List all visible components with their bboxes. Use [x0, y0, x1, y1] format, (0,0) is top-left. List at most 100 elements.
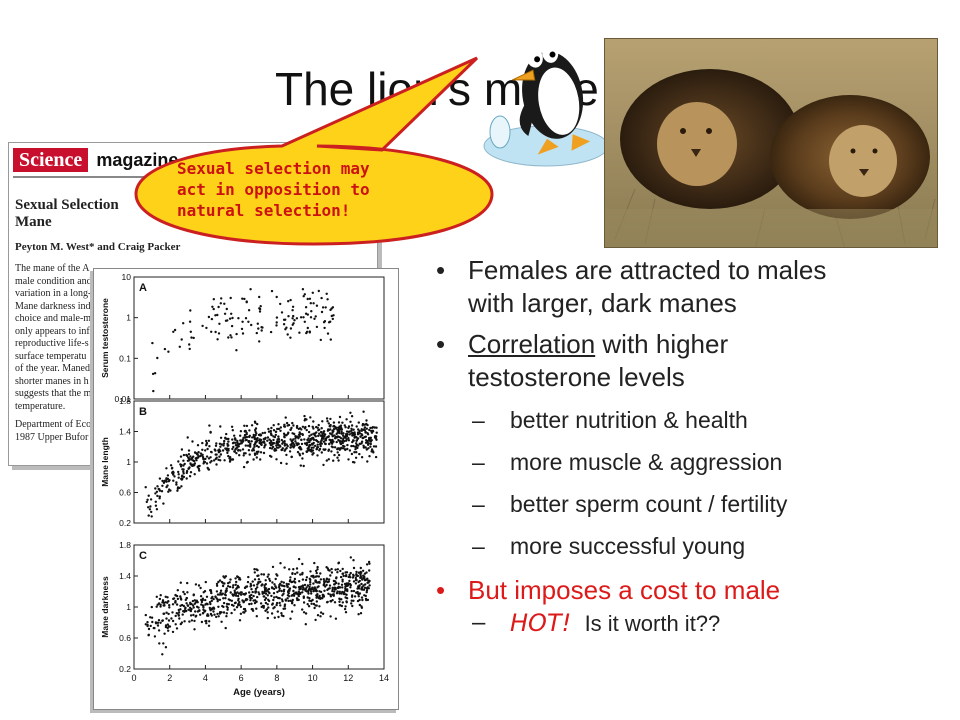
- scatter-point: [176, 589, 179, 592]
- scatter-point: [194, 615, 197, 618]
- panel-frame: [133, 276, 385, 400]
- scatter-point: [223, 312, 227, 315]
- scatter-point: [304, 612, 308, 615]
- scatter-point: [306, 447, 309, 450]
- scatter-point: [272, 598, 275, 602]
- lion-photo-illustration: [605, 39, 937, 247]
- scatter-point: [150, 605, 153, 609]
- scatter-point: [258, 593, 261, 596]
- scatter-point: [321, 432, 324, 435]
- bullet-line: But imposes a cost to male: [468, 575, 781, 605]
- scatter-point: [226, 585, 230, 588]
- scatter-point: [320, 451, 323, 454]
- scatter-point: [333, 586, 336, 589]
- scatter-point: [350, 599, 353, 602]
- scatter-point: [283, 444, 286, 447]
- scatter-point: [161, 601, 164, 604]
- scatter-point: [306, 441, 309, 444]
- scatter-point: [163, 347, 167, 351]
- scatter-point: [363, 586, 367, 589]
- scatter-point: [355, 570, 358, 574]
- scatter-point: [323, 580, 326, 583]
- scatter-point: [330, 571, 334, 574]
- scatter-point: [347, 439, 351, 442]
- scatter-point: [237, 448, 240, 452]
- scatter-point: [291, 572, 294, 576]
- scatter-point: [220, 297, 223, 300]
- scatter-point: [244, 599, 247, 602]
- scatter-point: [164, 646, 168, 649]
- scatter-point: [246, 444, 250, 447]
- scatter-point: [267, 606, 270, 609]
- scatter-point: [179, 597, 182, 600]
- scatter-point: [362, 574, 365, 577]
- scatter-point: [159, 621, 162, 624]
- scatter-point: [365, 419, 368, 422]
- scatter-point: [272, 592, 276, 595]
- y-tick-label: 0.01: [114, 394, 131, 404]
- scatter-point: [276, 610, 279, 613]
- scatter-point: [268, 577, 271, 581]
- scatter-point: [217, 305, 220, 309]
- scatter-point: [153, 372, 157, 375]
- scatter-point: [273, 447, 277, 451]
- scatter-point: [359, 571, 362, 574]
- scatter-point: [323, 589, 326, 592]
- body-line: surface temperatu: [15, 350, 87, 362]
- scatter-point: [218, 448, 221, 451]
- scatter-point: [351, 576, 355, 579]
- scatter-point: [280, 589, 283, 593]
- scatter-point: [215, 584, 219, 587]
- scatter-point: [185, 469, 189, 473]
- scatter-point: [188, 343, 191, 346]
- scatter-point: [224, 597, 227, 600]
- scatter-point: [357, 595, 360, 598]
- scatter-point: [206, 447, 209, 451]
- scatter-point: [315, 596, 318, 599]
- scatter-point: [221, 584, 225, 588]
- scatter-point: [235, 580, 238, 584]
- scatter-point: [339, 586, 342, 589]
- scatter-point: [245, 424, 249, 428]
- scatter-point: [183, 592, 186, 596]
- scatter-point: [350, 429, 353, 432]
- scatter-point: [157, 619, 161, 622]
- scatter-point: [365, 563, 369, 566]
- scatter-point: [311, 291, 314, 294]
- scatter-point: [372, 445, 376, 448]
- scatter-point: [192, 455, 195, 458]
- scatter-point: [257, 591, 260, 594]
- scatter-point: [254, 433, 257, 437]
- scatter-point: [292, 580, 296, 583]
- scatter-point: [309, 437, 312, 441]
- scatter-point: [265, 608, 269, 611]
- scatter-point: [199, 452, 203, 455]
- scatter-point: [285, 453, 288, 457]
- scatter-point: [277, 615, 280, 619]
- scatter-point: [316, 454, 319, 457]
- scatter-point: [279, 562, 282, 565]
- scatter-point: [189, 309, 192, 312]
- scatter-point: [259, 451, 263, 454]
- scatter-point: [280, 584, 283, 587]
- scatter-point: [311, 453, 314, 456]
- scatter-point: [206, 603, 209, 606]
- scatter-point: [225, 602, 229, 606]
- scatter-point: [318, 443, 322, 446]
- scatter-point: [207, 468, 210, 471]
- scatter-point: [237, 597, 240, 600]
- scatter-point: [330, 450, 333, 453]
- scatter-point: [209, 461, 212, 464]
- scatter-point: [335, 576, 338, 579]
- scatter-point: [154, 504, 158, 507]
- scatter-point: [294, 586, 297, 589]
- scatter-point: [149, 498, 153, 501]
- scatter-point: [216, 313, 219, 317]
- scatter-point: [306, 596, 309, 599]
- scatter-point: [309, 416, 312, 419]
- sub-bullet: more successful young: [432, 532, 952, 560]
- callout-line: act in opposition to: [177, 180, 370, 199]
- scatter-point: [317, 289, 320, 293]
- scatter-point: [327, 435, 330, 438]
- scatter-point: [307, 430, 311, 434]
